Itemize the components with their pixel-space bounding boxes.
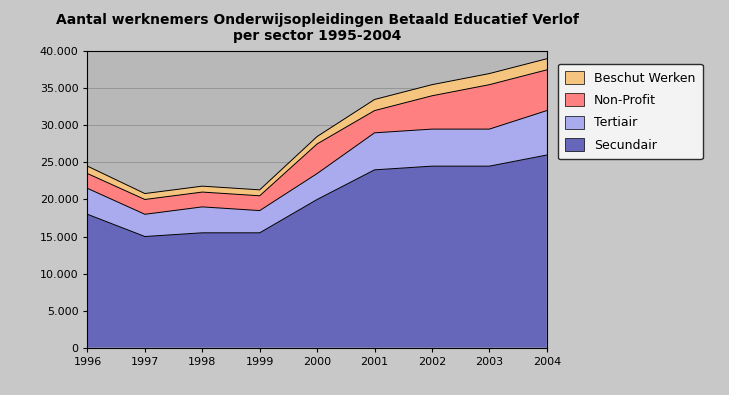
Title: Aantal werknemers Onderwijsopleidingen Betaald Educatief Verlof
per sector 1995-: Aantal werknemers Onderwijsopleidingen B… — [55, 13, 579, 43]
Legend: Beschut Werken, Non-Profit, Tertiair, Secundair: Beschut Werken, Non-Profit, Tertiair, Se… — [558, 64, 703, 159]
